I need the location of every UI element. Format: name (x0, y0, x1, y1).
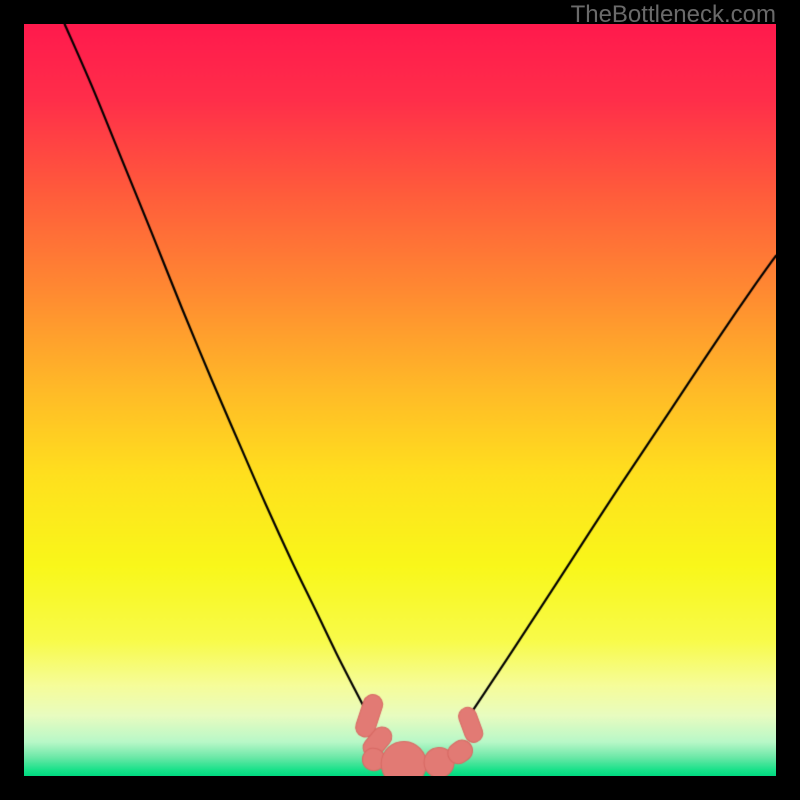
chart-plot-area (24, 24, 776, 776)
chart-canvas (24, 24, 776, 776)
watermark-text: TheBottleneck.com (571, 1, 776, 29)
